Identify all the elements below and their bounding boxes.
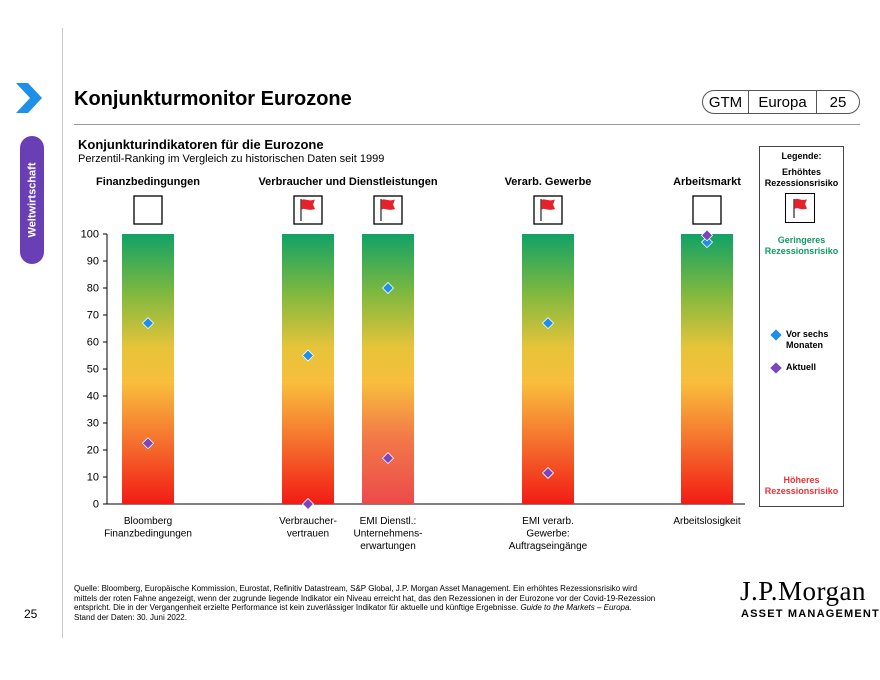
badge-page: 25 (829, 93, 847, 111)
point-six-months-ago (141, 317, 155, 330)
y-tick-label: 70 (87, 310, 99, 322)
category-label: Verbraucher- (279, 516, 337, 527)
category-label: Gewerbe: (526, 529, 569, 540)
point-six-months-ago (700, 236, 714, 249)
chart-title: Konjunkturindikatoren für die Eurozone (78, 137, 324, 152)
jpmorgan-logo: J.P.Morgan (740, 576, 867, 606)
red-flag-icon (301, 199, 315, 210)
indicator-bar (282, 234, 334, 504)
source-line-4: Stand der Daten: 30. Juni 2022. (74, 612, 187, 622)
y-tick-label: 60 (87, 337, 99, 349)
asset-management-label: ASSET MANAGEMENT (741, 608, 880, 620)
indicator-bar (122, 234, 174, 504)
category-label: EMI verarb. (522, 516, 574, 527)
red-flag-icon (793, 198, 807, 218)
group-header: Verarb. Gewerbe (505, 176, 592, 188)
purple-diamond-icon (770, 362, 782, 374)
category-label: erwartungen (360, 541, 416, 552)
flag-box (133, 195, 163, 225)
point-current (381, 452, 395, 465)
badge-gtm: GTM (703, 91, 749, 113)
y-tick-label: 100 (81, 229, 99, 241)
legend-flag-box (785, 193, 815, 223)
legend-title: Legende: (781, 151, 822, 161)
source-line-3-wrap: entspricht. Die in der Vergangenheit erz… (74, 603, 704, 613)
legend-higher-risk-label: Höheres Rezessionsrisiko (764, 475, 839, 496)
category-label: Unternehmens- (354, 529, 423, 540)
legend-six-months-label: Vor sechs Monaten (786, 329, 829, 350)
source-note: Quelle: Bloomberg, Europäische Kommissio… (74, 584, 704, 622)
category-label: Arbeitslosigkeit (673, 516, 740, 527)
y-tick-label: 20 (87, 445, 99, 457)
group-header: Finanzbedingungen (96, 176, 200, 188)
category-label: Auftragseingänge (509, 541, 588, 552)
point-current (141, 437, 155, 450)
point-six-months-ago (301, 349, 315, 362)
point-current (541, 466, 555, 480)
group-header: Verbraucher und Dienstleistungen (258, 176, 437, 188)
point-six-months-ago (541, 317, 555, 330)
indicator-bar (681, 234, 733, 504)
flag-box (692, 195, 722, 225)
legend-high-risk-flag-label: Erhöhtes Rezessionsrisiko (764, 167, 839, 188)
legend-current-label: Aktuell (786, 362, 817, 372)
y-tick-label: 90 (87, 256, 99, 268)
source-line-2: mittels der roten Fahne angezeigt, wenn … (74, 593, 656, 603)
page-badge: GTM Europa 25 (702, 90, 860, 114)
header-rule (74, 124, 860, 125)
y-tick-label: 0 (93, 499, 99, 511)
legend-low-risk-label: Geringeres Rezessionsrisiko (764, 235, 839, 256)
page-number: 25 (24, 607, 38, 621)
blue-diamond-icon (770, 329, 782, 341)
red-flag-icon (541, 199, 555, 210)
category-label: Bloomberg (124, 516, 172, 527)
badge-region: Europa (749, 91, 817, 113)
source-line-1: Quelle: Bloomberg, Europäische Kommissio… (74, 584, 638, 593)
chart-subtitle: Perzentil-Ranking im Vergleich zu histor… (78, 153, 385, 165)
point-six-months-ago (381, 281, 395, 295)
point-current (301, 497, 315, 511)
indicator-bar (522, 234, 574, 504)
y-tick-label: 40 (87, 391, 99, 403)
legend-item-current: Aktuell (770, 362, 817, 374)
red-flag-icon (381, 199, 395, 210)
chevron-right-icon (16, 83, 42, 113)
legend-item-six-months: Vor sechs Monaten (770, 329, 836, 351)
vertical-divider (62, 28, 63, 638)
point-current (700, 229, 714, 242)
y-tick-label: 10 (87, 472, 99, 484)
legend-box: Legende: Erhöhtes Rezessionsrisiko Gerin… (759, 146, 844, 507)
source-line-3: entspricht. Die in der Vergangenheit erz… (74, 603, 519, 612)
y-tick-label: 80 (87, 283, 99, 295)
page-title: Konjunkturmonitor Eurozone (74, 88, 352, 110)
y-tick-label: 30 (87, 418, 99, 430)
category-label: vertrauen (287, 529, 329, 540)
category-label: EMI Dienstl.: (360, 516, 417, 527)
source-italic: Guide to the Markets – Europa. (520, 603, 632, 612)
section-tab[interactable]: Weltwirtschaft (20, 136, 44, 264)
group-header: Arbeitsmarkt (673, 176, 741, 188)
y-tick-label: 50 (87, 364, 99, 376)
category-label: Finanzbedingungen (104, 529, 192, 540)
